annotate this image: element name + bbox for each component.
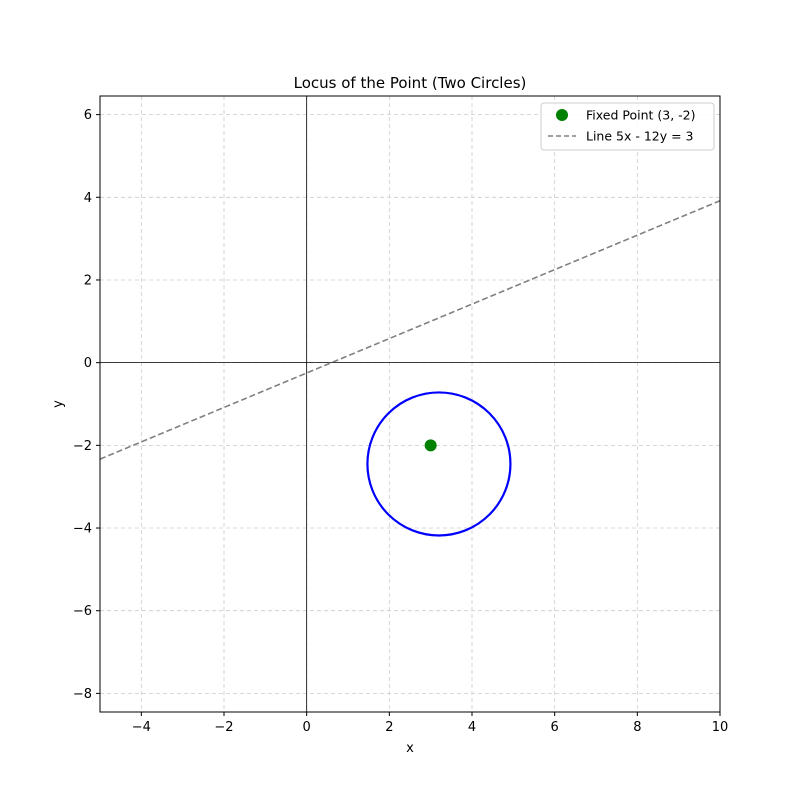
legend-label-fixed-point: Fixed Point (3, -2) (586, 108, 696, 123)
y-tick-label: −8 (73, 687, 92, 702)
legend: Fixed Point (3, -2) Line 5x - 12y = 3 (540, 102, 715, 151)
legend-point-marker (556, 109, 568, 121)
y-tick-label: 4 (84, 191, 92, 206)
plot-series (100, 199, 720, 537)
y-tick-label: 0 (84, 356, 92, 371)
x-tick-label: 6 (551, 720, 559, 735)
y-tick-label: 2 (84, 273, 92, 288)
x-tick-label: 8 (633, 720, 641, 735)
x-tick-label: 2 (385, 720, 393, 735)
fixed-point-marker (424, 439, 437, 452)
legend-box (540, 102, 715, 151)
y-axis-label: y (51, 400, 66, 408)
circle-locus (366, 391, 512, 537)
x-tick-label: 10 (712, 720, 729, 735)
grid-lines (100, 96, 721, 712)
chart-title: Locus of the Point (Two Circles) (294, 74, 527, 92)
plot-frame (99, 95, 721, 713)
x-axis-label: x (406, 741, 414, 756)
axis-zero-lines (100, 96, 720, 712)
y-tick-label: −4 (73, 522, 92, 537)
axis-ticks: −4 −2 0 2 4 6 8 10 −8 −6 −4 −2 0 2 4 6 (73, 108, 728, 735)
x-tick-label: −4 (132, 720, 151, 735)
line-series (100, 199, 720, 460)
legend-label-line: Line 5x - 12y = 3 (586, 129, 694, 144)
x-tick-label: 0 (303, 720, 311, 735)
x-tick-label: 4 (468, 720, 476, 735)
x-tick-label: −2 (214, 720, 233, 735)
y-tick-label: 6 (84, 108, 92, 123)
y-tick-label: −6 (73, 604, 92, 619)
y-tick-label: −2 (73, 439, 92, 454)
